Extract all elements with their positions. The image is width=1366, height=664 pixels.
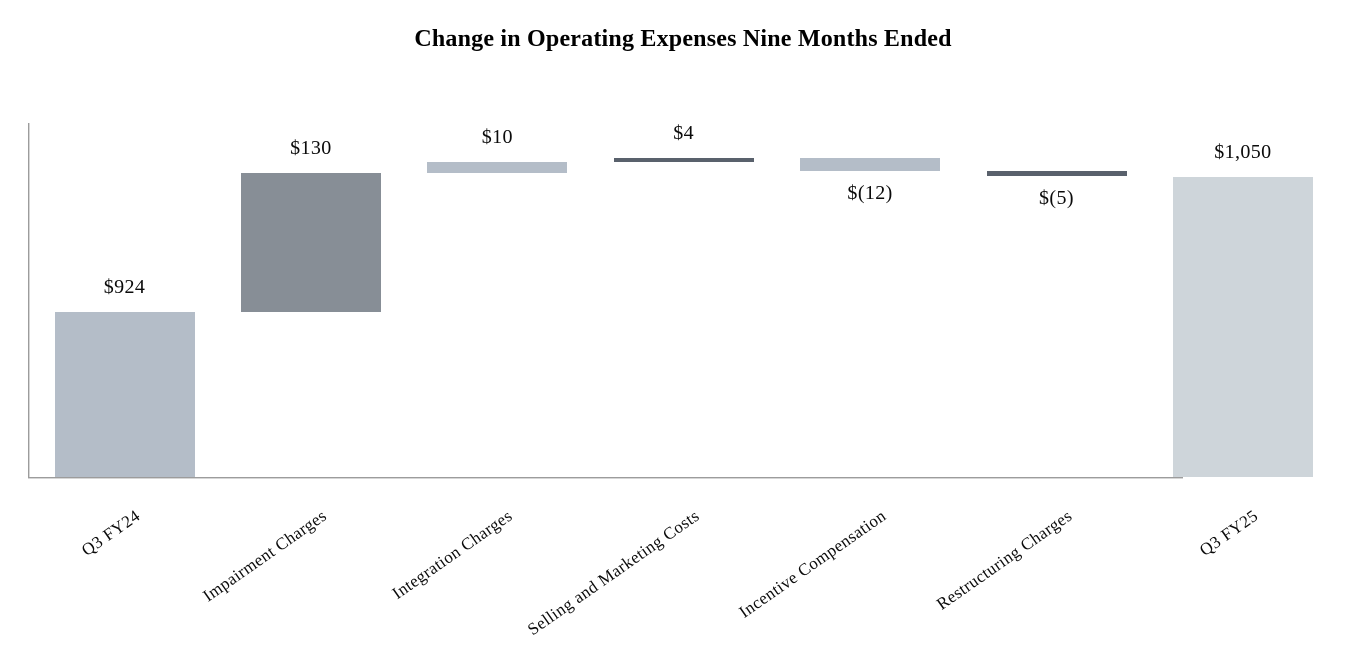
bar-integration-charges	[427, 162, 568, 174]
x-axis-label-impairment-charges: Impairment Charges	[199, 506, 330, 606]
x-axis-label-selling-and-marketing-costs: Selling and Marketing Costs	[523, 506, 703, 640]
value-label-integration-charges: $10	[481, 126, 513, 149]
x-axis-label-q3-fy25: Q3 FY25	[1196, 506, 1262, 560]
x-axis-label-integration-charges: Integration Charges	[389, 506, 517, 603]
x-axis-label-q3-fy24: Q3 FY24	[77, 506, 144, 560]
y-axis-line	[28, 123, 29, 477]
bar-q3-fy25	[1172, 177, 1313, 477]
value-label-q3-fy25: $1,050	[1214, 141, 1272, 164]
x-axis-label-restructuring-charges: Restructuring Charges	[932, 506, 1076, 614]
x-axis-line	[28, 477, 1183, 478]
bar-impairment-charges	[240, 173, 381, 312]
value-label-impairment-charges: $130	[290, 137, 332, 160]
bar-selling-and-marketing-costs	[613, 158, 754, 163]
x-axis-label-incentive-compensation: Incentive Compensation	[735, 506, 890, 622]
bar-incentive-compensation	[800, 158, 941, 171]
bar-q3-fy24	[54, 311, 195, 477]
value-label-selling-and-marketing-costs: $4	[673, 122, 695, 145]
value-label-incentive-compensation: $(12)	[847, 181, 893, 204]
value-label-restructuring-charges: $(5)	[1039, 187, 1074, 210]
bar-restructuring-charges	[986, 170, 1127, 177]
value-label-q3-fy24: $924	[103, 275, 146, 298]
chart-title: Change in Operating Expenses Nine Months…	[414, 26, 952, 52]
